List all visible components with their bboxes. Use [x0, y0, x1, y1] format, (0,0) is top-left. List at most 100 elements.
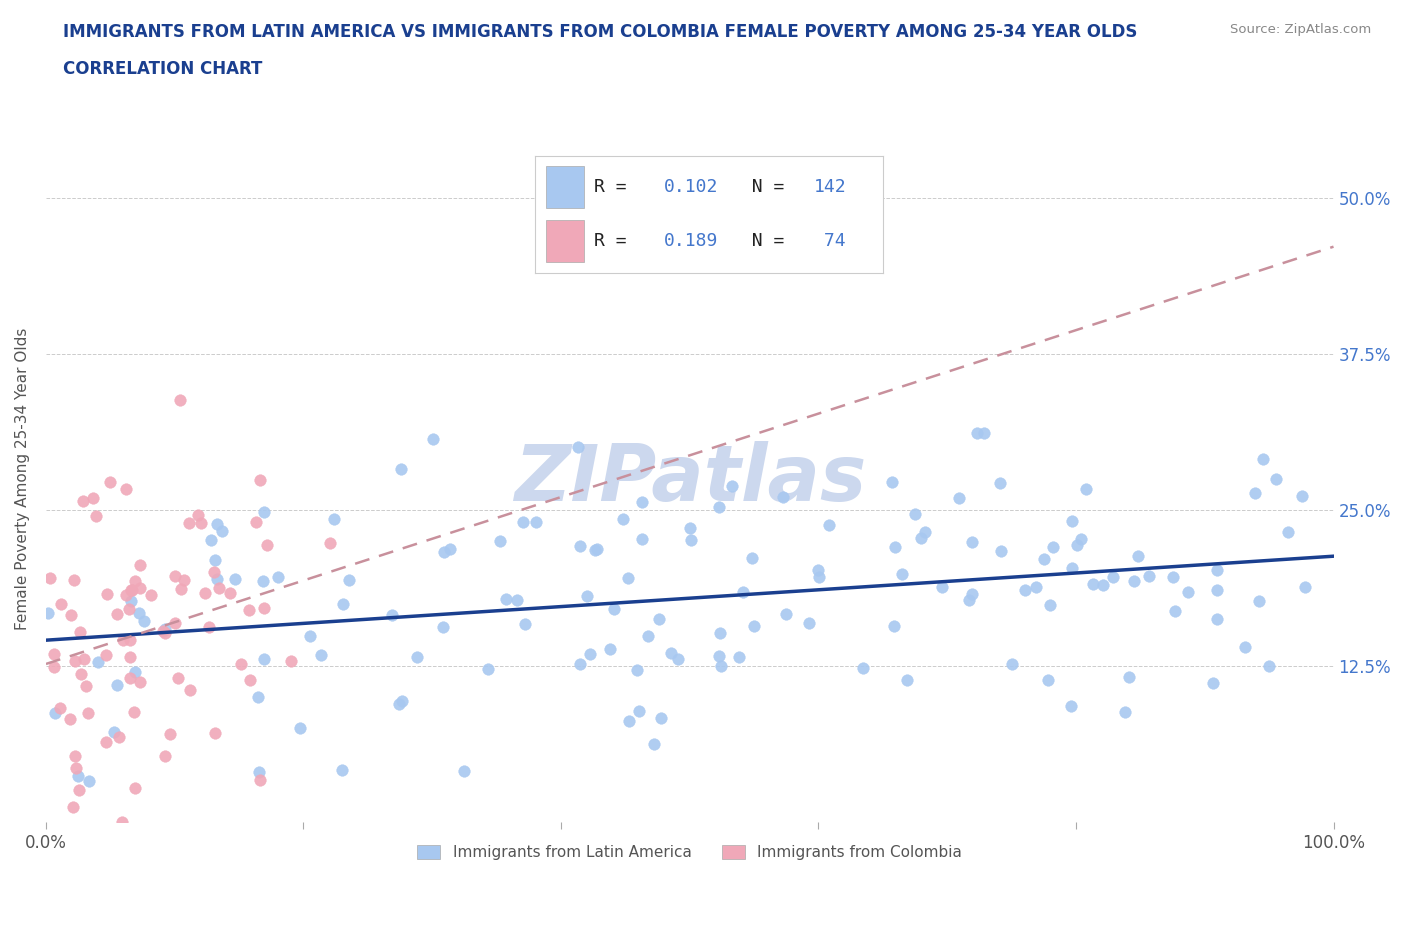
- Point: [280, 654, 302, 669]
- Point: [65, 748, 87, 763]
- Point: [883, 618, 905, 633]
- Point: [247, 764, 270, 779]
- Point: [115, 482, 138, 497]
- Point: [1251, 452, 1274, 467]
- Point: [477, 661, 499, 676]
- Point: [567, 440, 589, 455]
- Point: [256, 538, 278, 552]
- Point: [973, 426, 995, 441]
- Point: [110, 815, 132, 830]
- Point: [948, 491, 970, 506]
- Point: [121, 583, 143, 598]
- Point: [253, 601, 276, 616]
- Point: [1092, 578, 1115, 592]
- Point: [42, 647, 65, 662]
- Point: [1205, 611, 1227, 626]
- Point: [681, 532, 703, 547]
- Point: [728, 650, 751, 665]
- Point: [124, 781, 146, 796]
- Point: [124, 574, 146, 589]
- Point: [617, 714, 640, 729]
- Point: [96, 587, 118, 602]
- Point: [245, 515, 267, 530]
- Point: [896, 672, 918, 687]
- Point: [709, 625, 731, 640]
- Point: [62, 800, 84, 815]
- Point: [224, 572, 246, 587]
- Point: [1291, 489, 1313, 504]
- Point: [65, 761, 87, 776]
- Point: [94, 647, 117, 662]
- Point: [98, 475, 121, 490]
- Y-axis label: Female Poverty Among 25-34 Year Olds: Female Poverty Among 25-34 Year Olds: [15, 328, 30, 631]
- Point: [388, 697, 411, 711]
- Point: [406, 650, 429, 665]
- Point: [1163, 570, 1185, 585]
- Point: [249, 472, 271, 487]
- Point: [120, 671, 142, 685]
- Point: [165, 568, 187, 583]
- Point: [1060, 513, 1083, 528]
- Point: [159, 726, 181, 741]
- Point: [170, 582, 193, 597]
- Point: [38, 570, 60, 585]
- Point: [77, 706, 100, 721]
- Point: [120, 593, 142, 608]
- Point: [239, 672, 262, 687]
- Point: [205, 516, 228, 531]
- Point: [808, 569, 831, 584]
- Text: CORRELATION CHART: CORRELATION CHART: [63, 60, 263, 78]
- Point: [569, 538, 592, 553]
- Point: [1036, 672, 1059, 687]
- Point: [1074, 482, 1097, 497]
- Point: [332, 596, 354, 611]
- Point: [218, 586, 240, 601]
- Point: [319, 536, 342, 551]
- Point: [578, 646, 600, 661]
- Point: [506, 593, 529, 608]
- Point: [298, 629, 321, 644]
- Point: [309, 648, 332, 663]
- Point: [1114, 704, 1136, 719]
- Point: [44, 705, 66, 720]
- Point: [323, 512, 346, 526]
- Point: [105, 607, 128, 622]
- Point: [75, 678, 97, 693]
- Point: [153, 626, 176, 641]
- Point: [1123, 573, 1146, 588]
- Point: [772, 490, 794, 505]
- Point: [817, 518, 839, 533]
- Point: [569, 657, 592, 671]
- Point: [433, 544, 456, 559]
- Point: [1247, 593, 1270, 608]
- Point: [1202, 675, 1225, 690]
- Point: [37, 605, 59, 620]
- Point: [914, 525, 936, 539]
- Point: [73, 652, 96, 667]
- Point: [1233, 639, 1256, 654]
- Point: [42, 659, 65, 674]
- Point: [72, 493, 94, 508]
- Point: [742, 618, 765, 633]
- Point: [169, 392, 191, 407]
- Point: [637, 629, 659, 644]
- Point: [179, 683, 201, 698]
- Point: [512, 514, 534, 529]
- Point: [128, 581, 150, 596]
- Point: [617, 571, 640, 586]
- Point: [204, 552, 226, 567]
- Point: [82, 491, 104, 506]
- Point: [631, 495, 654, 510]
- Point: [1177, 584, 1199, 599]
- Point: [62, 572, 84, 587]
- Point: [229, 657, 252, 671]
- Point: [139, 588, 162, 603]
- Point: [489, 534, 512, 549]
- Point: [1101, 570, 1123, 585]
- Point: [495, 591, 517, 606]
- Point: [631, 531, 654, 546]
- Point: [1244, 485, 1267, 500]
- Point: [118, 650, 141, 665]
- Point: [960, 534, 983, 549]
- Point: [202, 565, 225, 579]
